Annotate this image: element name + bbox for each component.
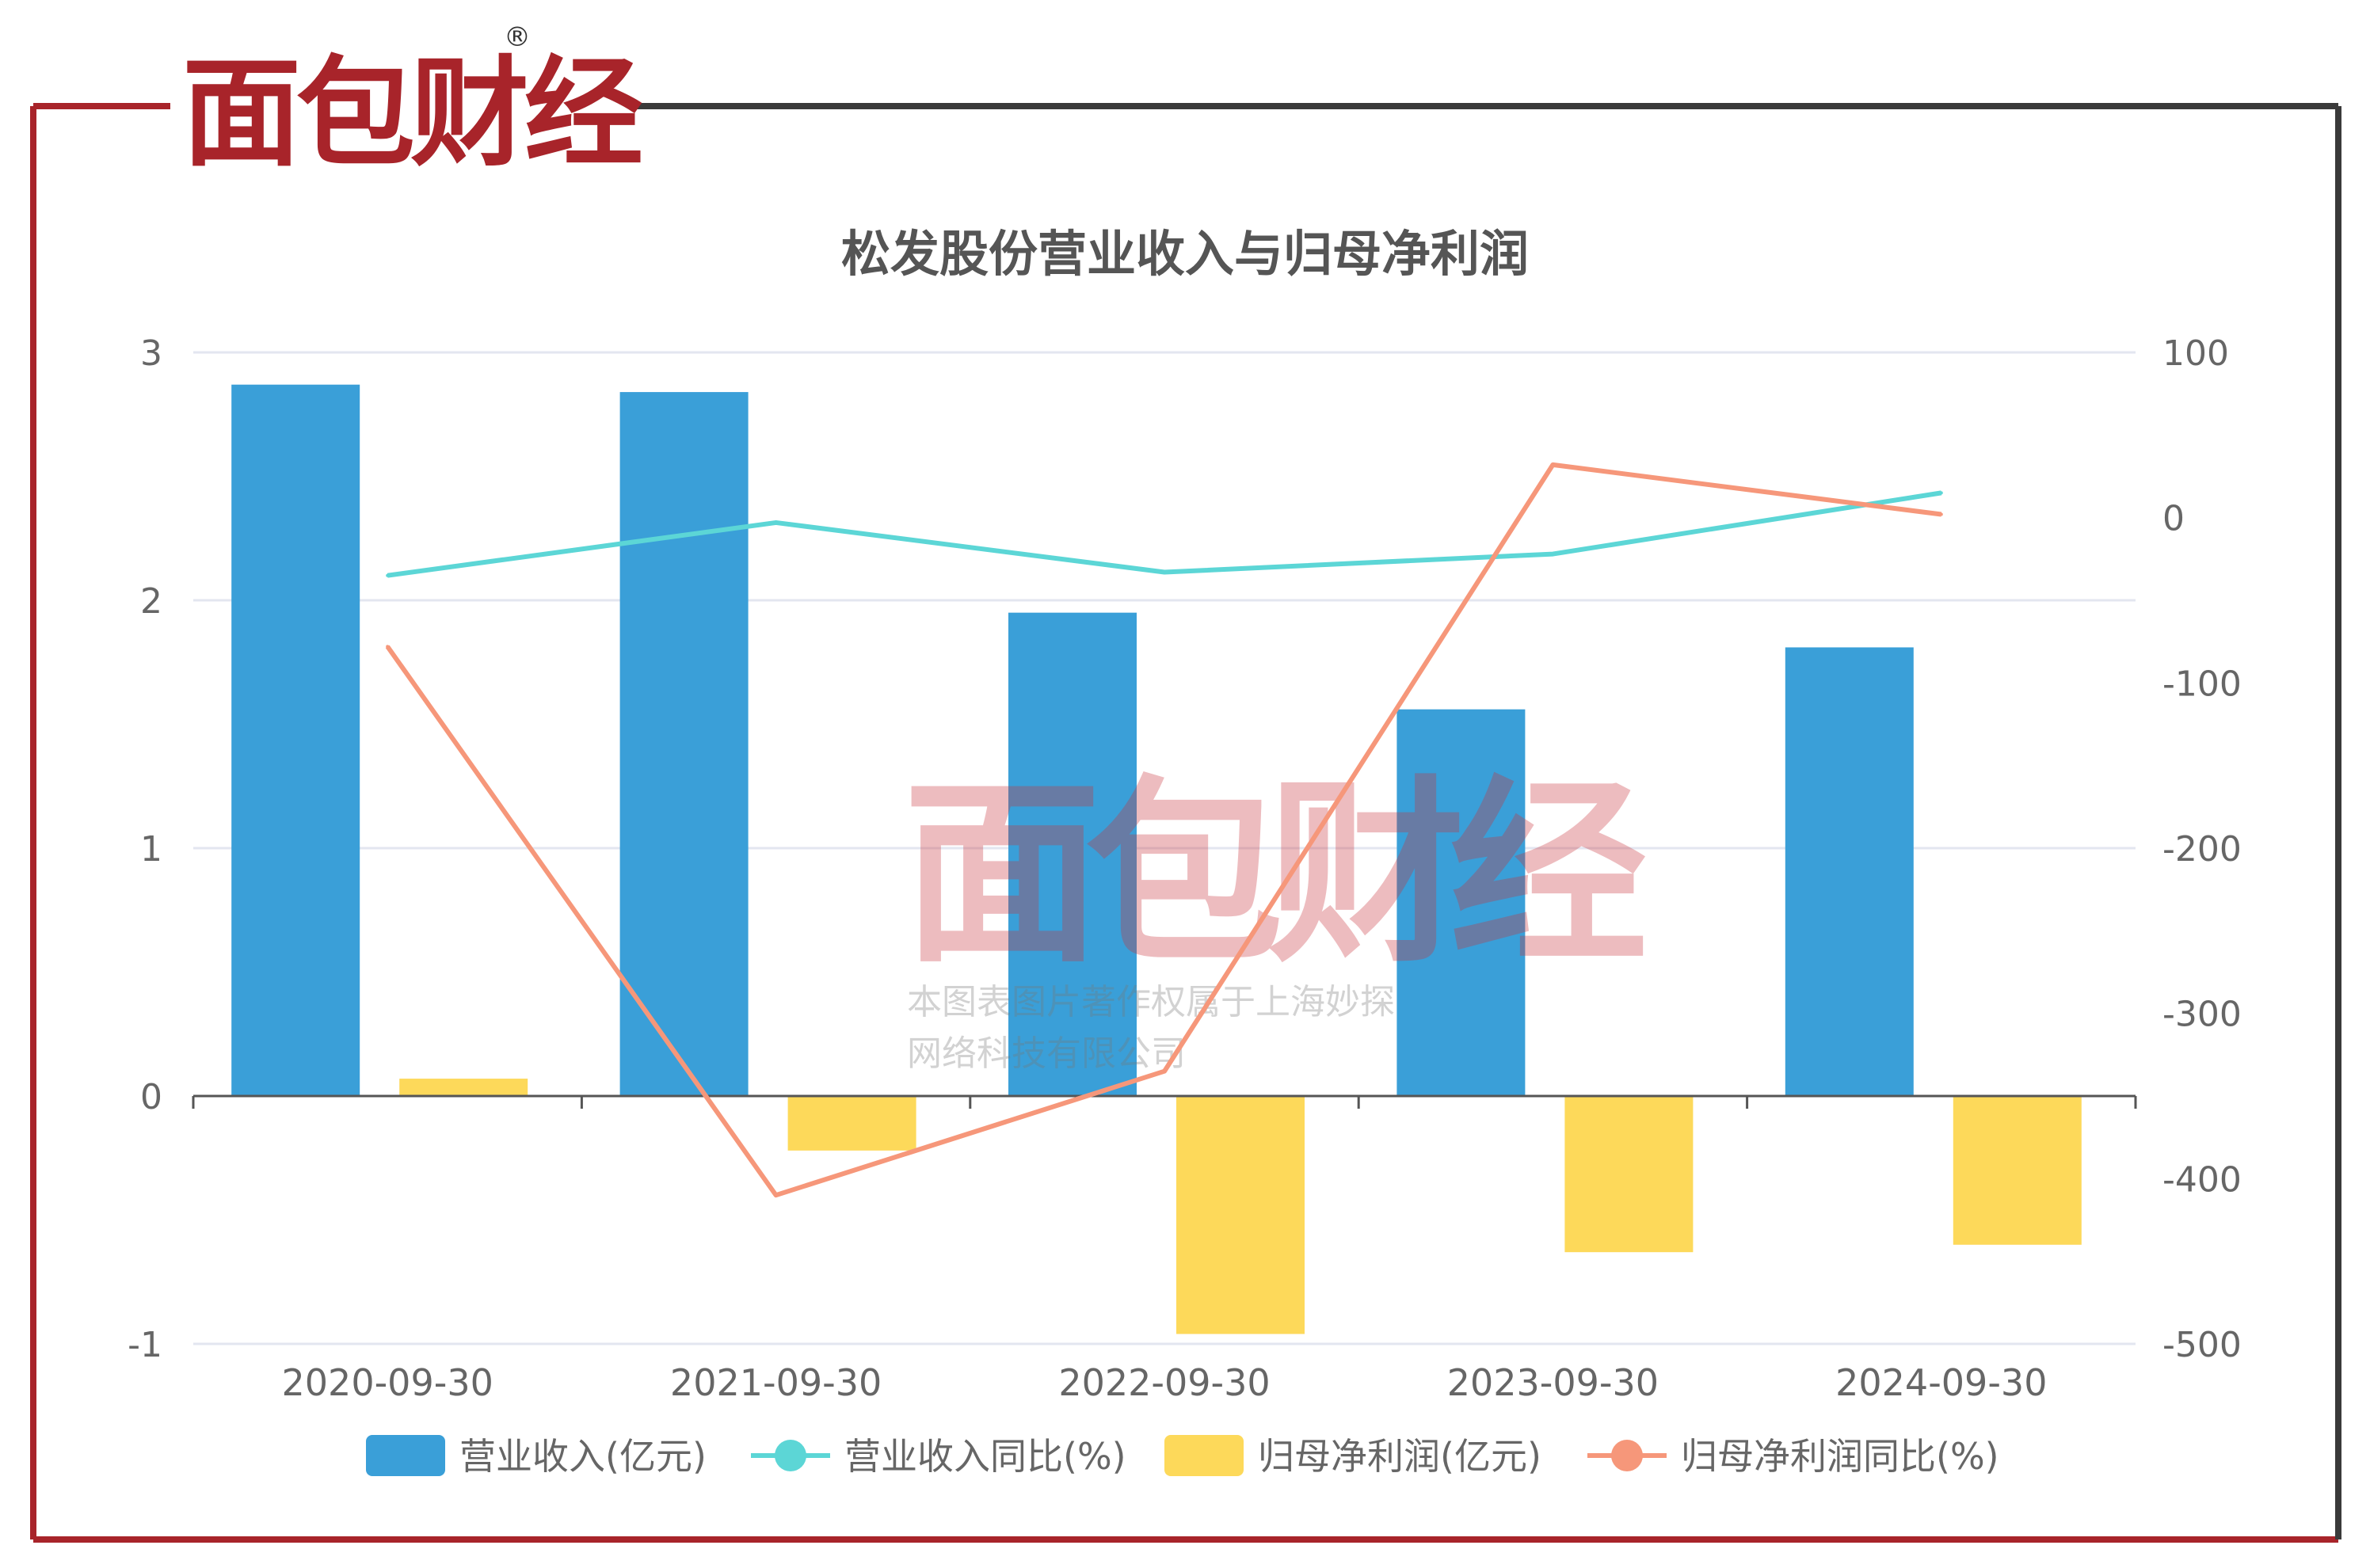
bar-revenue — [1396, 709, 1526, 1096]
line-net-profit-yoy-point — [386, 645, 390, 649]
y-left-tick-label: 3 — [140, 333, 162, 374]
bar-revenue — [1008, 612, 1137, 1096]
legend-label: 归母净利润同比(%) — [1681, 1435, 1999, 1478]
bar-net-profit — [1953, 1096, 2082, 1245]
watermark-line-2: 网络科技有限公司 — [907, 1033, 1186, 1074]
x-tick-label: 2023-09-30 — [1447, 1361, 1659, 1404]
bar-series — [231, 384, 2082, 1334]
legend-item[interactable]: 营业收入同比(%) — [751, 1435, 1126, 1478]
y-right-tick-label: -300 — [2162, 995, 2242, 1035]
x-tick-label: 2021-09-30 — [670, 1361, 882, 1404]
x-tick-label: 2024-09-30 — [1835, 1361, 2047, 1404]
x-axis-labels: 2020-09-30 2021-09-30 2022-09-30 2023-09-30… — [282, 1361, 2048, 1404]
legend-swatch-bar — [1164, 1435, 1244, 1476]
y-right-tick-label: -200 — [2162, 829, 2242, 870]
legend: 营业收入(亿元) 营业收入同比(%) 归母净利润(亿元) 归母净利润同比(%) — [366, 1435, 1999, 1478]
watermark: 面包财经 本图表图片著作权属于上海妙探 网络科技有限公司 — [903, 759, 1662, 1074]
line-net-profit-yoy-point — [1939, 512, 1943, 516]
legend-item[interactable]: 归母净利润同比(%) — [1587, 1435, 1999, 1478]
line-revenue-yoy-point — [1163, 570, 1166, 574]
y-right-tick-label: 100 — [2162, 333, 2229, 374]
legend-item[interactable]: 营业收入(亿元) — [366, 1435, 707, 1478]
y-left-tick-label: 1 — [140, 829, 162, 870]
y-axis-left-labels: -1 0 1 2 3 — [128, 333, 162, 1365]
y-left-tick-label: 0 — [140, 1077, 162, 1117]
line-revenue-yoy-point — [774, 520, 778, 524]
legend-label: 营业收入(亿元) — [459, 1435, 707, 1478]
line-net-profit-yoy-point — [1163, 1069, 1166, 1073]
line-net-profit-yoy-point — [774, 1193, 778, 1197]
y-right-tick-label: -500 — [2162, 1325, 2242, 1365]
chart-title: 松发股份营业收入与归母净利润 — [841, 225, 1529, 283]
legend-label: 归母净利润(亿元) — [1258, 1435, 1541, 1478]
line-revenue-yoy-point — [386, 573, 390, 577]
bar-net-profit — [1176, 1096, 1305, 1334]
bar-revenue — [619, 392, 749, 1097]
y-left-tick-label: 2 — [140, 581, 162, 622]
legend-swatch-dot — [775, 1440, 806, 1471]
y-right-tick-label: 0 — [2162, 499, 2185, 539]
x-tick-label: 2022-09-30 — [1058, 1361, 1270, 1404]
bar-revenue — [1785, 647, 1914, 1096]
line-net-profit-yoy-point — [1551, 462, 1555, 466]
bar-net-profit — [787, 1096, 916, 1151]
y-right-tick-label: -400 — [2162, 1159, 2242, 1200]
bar-net-profit — [399, 1079, 528, 1096]
line-revenue-yoy-point — [1939, 491, 1943, 495]
y-axis-right-labels: -500 -400 -300 -200 -100 0 100 — [2162, 333, 2242, 1365]
x-tick-label: 2020-09-30 — [282, 1361, 493, 1404]
line-revenue-yoy-point — [1551, 552, 1555, 556]
legend-swatch-dot — [1611, 1440, 1643, 1471]
legend-swatch-bar — [366, 1435, 445, 1476]
bar-revenue — [231, 384, 360, 1096]
y-right-tick-label: -100 — [2162, 664, 2242, 704]
registered-mark: ® — [504, 21, 531, 53]
legend-label: 营业收入同比(%) — [844, 1435, 1126, 1478]
watermark-logo-text: 面包财经 — [903, 759, 1646, 989]
watermark-line-1: 本图表图片著作权属于上海妙探 — [907, 982, 1395, 1022]
bar-net-profit — [1564, 1096, 1694, 1253]
axes — [192, 1094, 2137, 1109]
legend-item[interactable]: 归母净利润(亿元) — [1164, 1435, 1541, 1478]
y-left-tick-label: -1 — [128, 1325, 162, 1365]
brand-logo-text: 面包财经 — [182, 45, 642, 183]
line-series — [385, 462, 1943, 1198]
brand-logo: 面包财经 ® — [182, 21, 647, 183]
